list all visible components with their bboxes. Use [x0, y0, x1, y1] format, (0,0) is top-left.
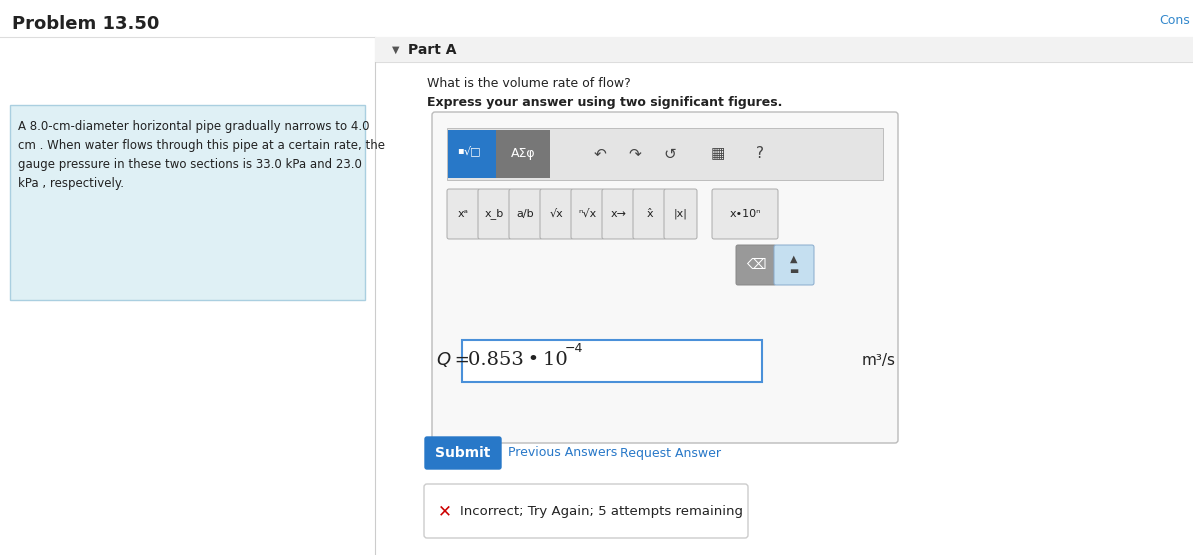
FancyBboxPatch shape: [432, 112, 898, 443]
Text: ⁿ√x: ⁿ√x: [579, 209, 596, 219]
FancyBboxPatch shape: [375, 37, 1193, 62]
FancyBboxPatch shape: [736, 245, 775, 285]
Text: ↺: ↺: [663, 147, 676, 162]
Text: Submit: Submit: [435, 446, 490, 460]
FancyBboxPatch shape: [665, 189, 697, 239]
Text: Part A: Part A: [408, 43, 457, 57]
FancyBboxPatch shape: [10, 105, 365, 300]
Text: Incorrect; Try Again; 5 attempts remaining: Incorrect; Try Again; 5 attempts remaini…: [460, 504, 743, 517]
FancyBboxPatch shape: [462, 340, 762, 382]
FancyBboxPatch shape: [424, 484, 748, 538]
Text: ↶: ↶: [594, 147, 606, 162]
Text: ▦: ▦: [711, 147, 725, 162]
FancyBboxPatch shape: [774, 245, 814, 285]
Text: Q =: Q =: [437, 351, 470, 369]
FancyBboxPatch shape: [447, 189, 480, 239]
Text: ▪: ▪: [457, 145, 464, 155]
Text: A 8.0-cm-diameter horizontal pipe gradually narrows to 4.0: A 8.0-cm-diameter horizontal pipe gradua…: [18, 120, 370, 133]
Text: What is the volume rate of flow?: What is the volume rate of flow?: [427, 77, 631, 90]
FancyBboxPatch shape: [447, 128, 883, 180]
Text: ▲
▬: ▲ ▬: [790, 254, 798, 276]
Text: gauge pressure in these two sections is 33.0 kPa and 23.0: gauge pressure in these two sections is …: [18, 158, 361, 171]
FancyBboxPatch shape: [633, 189, 666, 239]
Text: √x: √x: [550, 209, 563, 219]
Text: xᵃ: xᵃ: [458, 209, 469, 219]
Text: ↷: ↷: [629, 147, 642, 162]
Text: ▼: ▼: [392, 45, 400, 55]
FancyBboxPatch shape: [449, 130, 496, 178]
Text: x→: x→: [611, 209, 626, 219]
Text: Request Answer: Request Answer: [620, 447, 721, 460]
Text: Cons: Cons: [1160, 14, 1189, 27]
Text: kPa , respectively.: kPa , respectively.: [18, 177, 124, 190]
FancyBboxPatch shape: [496, 130, 550, 178]
Text: Previous Answers: Previous Answers: [508, 447, 617, 460]
FancyBboxPatch shape: [425, 437, 501, 469]
Text: ⌫: ⌫: [746, 258, 766, 272]
FancyBboxPatch shape: [712, 189, 778, 239]
Text: −4: −4: [565, 341, 583, 355]
Text: 0.853 • 10: 0.853 • 10: [468, 351, 568, 369]
Text: x_b: x_b: [484, 209, 505, 219]
Text: Express your answer using two significant figures.: Express your answer using two significan…: [427, 96, 783, 109]
Text: ✕: ✕: [438, 502, 452, 520]
Text: x̂: x̂: [647, 209, 653, 219]
Text: cm . When water flows through this pipe at a certain rate, the: cm . When water flows through this pipe …: [18, 139, 385, 152]
Text: m³/s: m³/s: [863, 352, 896, 367]
FancyBboxPatch shape: [478, 189, 511, 239]
Text: a/b: a/b: [517, 209, 534, 219]
FancyBboxPatch shape: [509, 189, 542, 239]
Text: AΣφ: AΣφ: [511, 148, 536, 160]
Text: |x|: |x|: [674, 209, 687, 219]
Text: √□: √□: [464, 145, 482, 157]
Text: ?: ?: [756, 147, 764, 162]
Text: Problem 13.50: Problem 13.50: [12, 15, 160, 33]
FancyBboxPatch shape: [602, 189, 635, 239]
FancyBboxPatch shape: [540, 189, 573, 239]
FancyBboxPatch shape: [571, 189, 604, 239]
Text: x•10ⁿ: x•10ⁿ: [729, 209, 761, 219]
